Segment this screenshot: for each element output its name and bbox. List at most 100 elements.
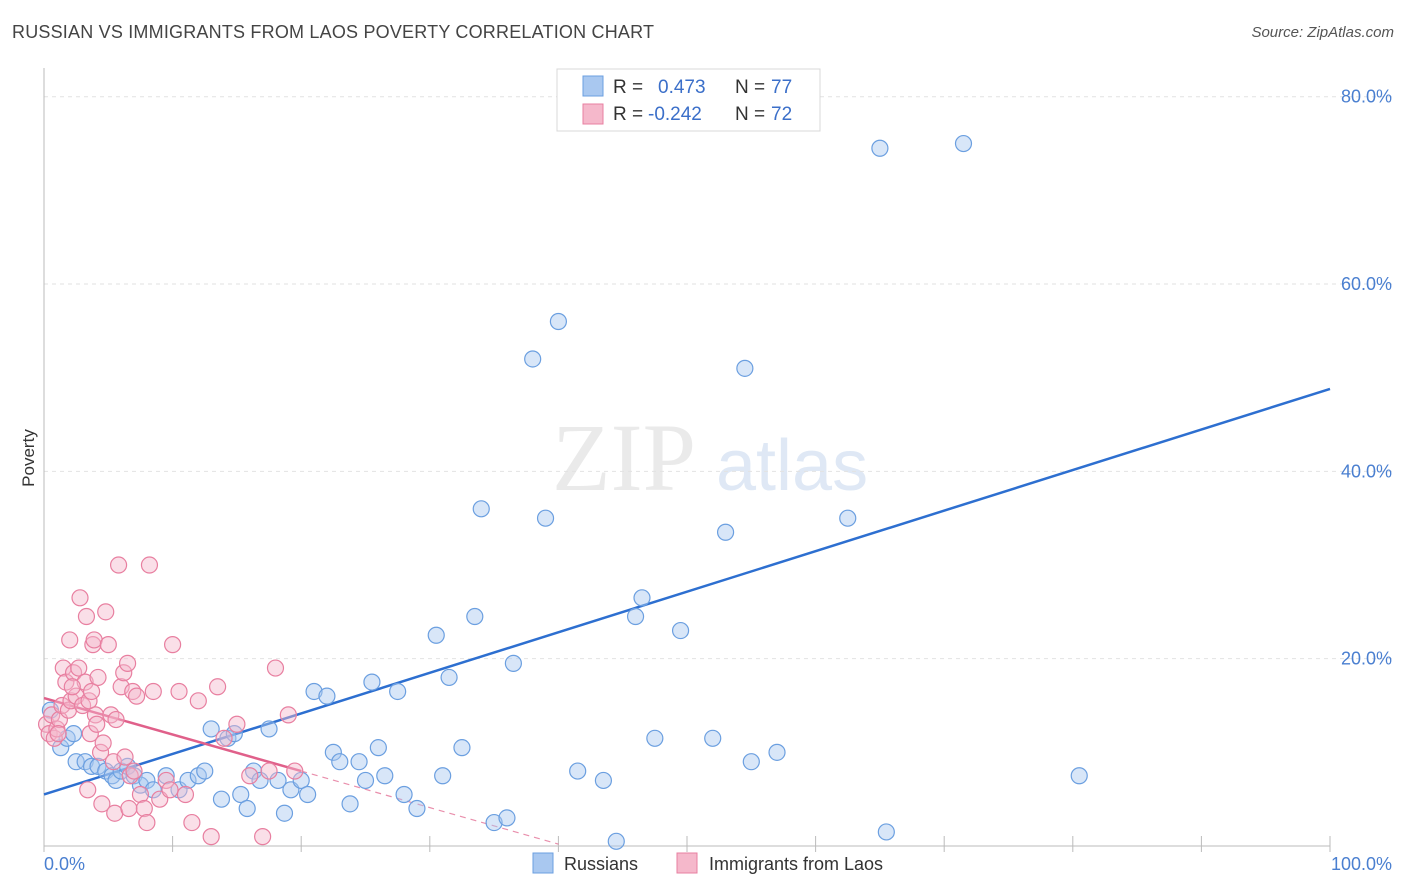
data-point-russians-34 xyxy=(292,771,310,790)
x-tick-labels: 0.0% 100.0% xyxy=(44,854,1392,874)
data-point-laos-5 xyxy=(50,710,69,729)
trendline-extension-laos xyxy=(301,770,559,845)
data-point-russians-38 xyxy=(324,743,342,761)
data-point-russians-77 xyxy=(1070,767,1088,785)
data-point-russians-41 xyxy=(350,753,368,771)
data-point-laos-44 xyxy=(140,556,159,574)
gridlines xyxy=(44,96,1392,660)
stats-legend: R = 0.473 N = 77 R = -0.242 N = 72 xyxy=(556,68,821,132)
data-point-laos-28 xyxy=(94,734,112,752)
legend-swatch-russians xyxy=(582,75,604,97)
data-point-russians-56 xyxy=(498,809,516,827)
trendline-russians xyxy=(43,387,1331,796)
watermark: ZIP atlas xyxy=(552,404,868,511)
watermark-zip: ZIP xyxy=(552,404,696,511)
data-point-laos-64 xyxy=(63,678,81,696)
data-point-russians-59 xyxy=(536,509,555,527)
data-point-laos-21 xyxy=(82,682,101,701)
legend-n-label-russians: N = xyxy=(735,77,765,98)
data-point-laos-13 xyxy=(67,687,85,705)
legend-r-value-russians: 0.473 xyxy=(658,77,706,98)
data-point-laos-66 xyxy=(93,795,111,813)
data-point-russians-21 xyxy=(196,762,214,780)
legend-r-value-laos: -0.242 xyxy=(648,104,702,125)
data-point-russians-54 xyxy=(472,500,490,518)
bottom-legend-swatch-laos[interactable] xyxy=(676,852,698,874)
data-point-laos-12 xyxy=(64,664,83,682)
data-point-russians-45 xyxy=(376,767,394,785)
data-point-laos-62 xyxy=(286,762,304,780)
y-tick-label-80: 80.0% xyxy=(1341,87,1392,107)
legend-r-label-laos: R = xyxy=(613,104,643,125)
data-point-russians-15 xyxy=(138,771,156,790)
data-point-russians-29 xyxy=(251,771,269,790)
chart-title: RUSSIAN VS IMMIGRANTS FROM LAOS POVERTY … xyxy=(12,22,655,42)
data-point-russians-68 xyxy=(704,729,722,747)
data-point-russians-1 xyxy=(52,739,70,757)
data-point-russians-47 xyxy=(395,785,413,804)
data-point-laos-43 xyxy=(135,799,153,818)
data-point-russians-4 xyxy=(67,753,85,771)
data-point-russians-36 xyxy=(305,682,323,701)
y-tick-label-60: 60.0% xyxy=(1341,274,1392,294)
data-point-russians-39 xyxy=(331,753,349,771)
data-point-laos-59 xyxy=(260,762,278,780)
data-point-laos-15 xyxy=(71,589,89,607)
data-point-russians-31 xyxy=(269,771,287,790)
bottom-legend-label-russians[interactable]: Russians xyxy=(564,854,638,874)
data-point-russians-13 xyxy=(125,767,143,785)
data-point-laos-47 xyxy=(157,771,175,790)
data-point-russians-73 xyxy=(839,509,857,527)
data-point-laos-31 xyxy=(102,706,120,724)
data-point-russians-63 xyxy=(607,832,625,850)
data-point-laos-65 xyxy=(79,781,97,799)
data-point-laos-34 xyxy=(109,556,128,574)
trendlines xyxy=(43,387,1331,845)
data-point-russians-67 xyxy=(671,621,690,640)
data-point-russians-26 xyxy=(232,785,250,804)
series-legend[interactable]: Russians Immigrants from Laos xyxy=(532,852,883,874)
data-point-russians-35 xyxy=(299,785,317,804)
data-point-russians-58 xyxy=(524,350,542,368)
data-point-laos-48 xyxy=(164,636,182,654)
series-laos xyxy=(37,556,304,846)
y-axis-label: Poverty xyxy=(19,429,38,487)
data-point-laos-38 xyxy=(118,654,137,672)
data-point-laos-10 xyxy=(61,631,79,649)
data-point-laos-18 xyxy=(77,607,96,626)
y-tick-label-20: 20.0% xyxy=(1341,649,1392,669)
data-point-russians-51 xyxy=(440,668,458,687)
data-point-laos-33 xyxy=(107,710,125,729)
data-point-laos-58 xyxy=(254,828,272,846)
data-point-russians-55 xyxy=(485,813,503,832)
data-point-russians-75 xyxy=(877,823,895,841)
data-point-laos-49 xyxy=(170,682,188,701)
legend-n-value-russians: 77 xyxy=(771,77,792,98)
data-point-laos-29 xyxy=(97,603,115,621)
data-point-russians-50 xyxy=(434,767,452,785)
legend-r-label-russians: R = xyxy=(613,77,643,98)
data-point-laos-30 xyxy=(99,636,117,654)
data-point-russians-62 xyxy=(594,771,613,790)
data-point-laos-26 xyxy=(89,668,107,687)
data-point-laos-25 xyxy=(88,715,106,733)
source-label: Source: ZipAtlas.com xyxy=(1251,24,1394,41)
data-point-russians-52 xyxy=(453,739,471,757)
data-point-laos-69 xyxy=(125,762,143,780)
data-point-laos-37 xyxy=(116,748,134,766)
data-point-russians-61 xyxy=(569,762,587,780)
data-point-laos-42 xyxy=(131,785,150,804)
data-point-laos-60 xyxy=(266,659,285,677)
data-point-laos-61 xyxy=(279,706,297,724)
data-point-laos-41 xyxy=(127,687,146,705)
bottom-legend-label-laos[interactable]: Immigrants from Laos xyxy=(709,854,883,874)
data-point-russians-71 xyxy=(742,753,760,771)
data-point-laos-51 xyxy=(183,813,201,832)
data-point-laos-70 xyxy=(138,813,156,832)
data-point-russians-64 xyxy=(626,607,645,626)
data-point-laos-56 xyxy=(228,715,246,733)
data-point-laos-53 xyxy=(202,828,220,846)
data-point-russians-19 xyxy=(179,771,197,790)
bottom-legend-swatch-russians[interactable] xyxy=(532,852,554,874)
